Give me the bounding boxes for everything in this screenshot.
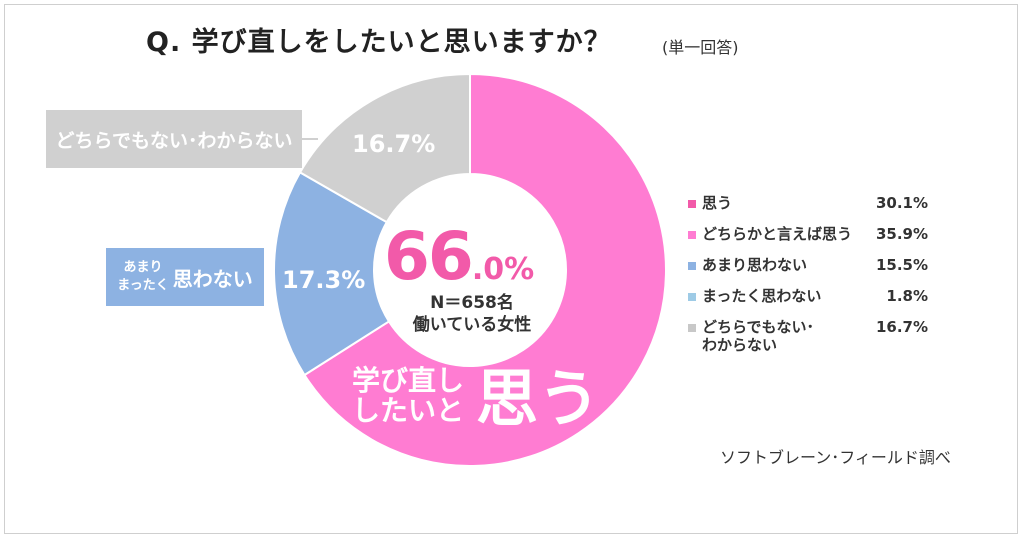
legend-swatch bbox=[688, 293, 696, 301]
legend-swatch bbox=[688, 200, 696, 208]
slice-label-not-think: 17.3% bbox=[282, 266, 366, 294]
slice-think bbox=[303, 72, 667, 467]
callout-neither: どちらでもない･わからない bbox=[46, 110, 302, 168]
legend-value: 1.8% bbox=[886, 287, 928, 305]
legend-label: どちらかと言えば思う bbox=[702, 225, 853, 243]
center-population: 働いている女性 bbox=[412, 315, 532, 335]
chart-legend: 思う 30.1% どちらかと言えば思う 35.9% あまり思わない 15.5% まったく思わ… bbox=[688, 194, 928, 358]
legend-value: 35.9% bbox=[875, 225, 928, 243]
donut-slices bbox=[273, 72, 667, 467]
callout-not-small-2: まったく bbox=[117, 278, 169, 293]
slice-label-neither: 16.7% bbox=[352, 130, 436, 158]
slice-think-big: 思う bbox=[476, 362, 601, 435]
legend-item: 思う 30.1% bbox=[688, 194, 928, 225]
legend-item: まったく思わない 1.8% bbox=[688, 287, 928, 318]
center-sample-info: N＝658名 働いている女性 bbox=[404, 292, 540, 336]
legend-swatch bbox=[688, 262, 696, 270]
callout-not-small-1: あまり bbox=[123, 260, 163, 275]
slice-think-line1: 学び直し bbox=[352, 364, 465, 397]
legend-swatch bbox=[688, 324, 696, 332]
answer-type-note: (単一回答) bbox=[662, 38, 739, 57]
center-percentage: 66.0% bbox=[384, 218, 534, 295]
center-percentage-int: 66 bbox=[384, 218, 474, 295]
callout-not-big: 思わない bbox=[172, 266, 253, 291]
source-credit: ソフトブレーン･フィールド調べ bbox=[720, 448, 951, 467]
legend-label: どちらでもない･ わからない bbox=[702, 318, 815, 354]
legend-item: あまり思わない 15.5% bbox=[688, 256, 928, 287]
legend-item: どちらかと言えば思う 35.9% bbox=[688, 225, 928, 256]
slice-not-think bbox=[273, 170, 391, 377]
chart-frame bbox=[4, 4, 1018, 534]
slice-think-line2: したいと bbox=[352, 394, 465, 427]
callout-not-small: あまり まったく bbox=[117, 259, 168, 295]
legend-label: まったく思わない bbox=[702, 287, 822, 305]
legend-swatch bbox=[688, 231, 696, 239]
chart-title: Q. 学び直しをしたいと思いますか？ bbox=[146, 27, 612, 58]
legend-value: 15.5% bbox=[875, 256, 928, 274]
callout-not-think: あまり まったく 思わない bbox=[106, 248, 264, 306]
center-percentage-dec: .0% bbox=[471, 252, 535, 287]
legend-label: 思う bbox=[702, 194, 733, 212]
legend-value: 16.7% bbox=[875, 318, 928, 336]
slice-think-text: 学び直し したいと 思う bbox=[352, 364, 600, 432]
legend-value: 30.1% bbox=[875, 194, 928, 212]
legend-label: あまり思わない bbox=[702, 256, 808, 274]
center-sample-size: N＝658名 bbox=[430, 293, 514, 313]
slice-neither bbox=[298, 72, 471, 224]
legend-item: どちらでもない･ わからない 16.7% bbox=[688, 318, 928, 358]
